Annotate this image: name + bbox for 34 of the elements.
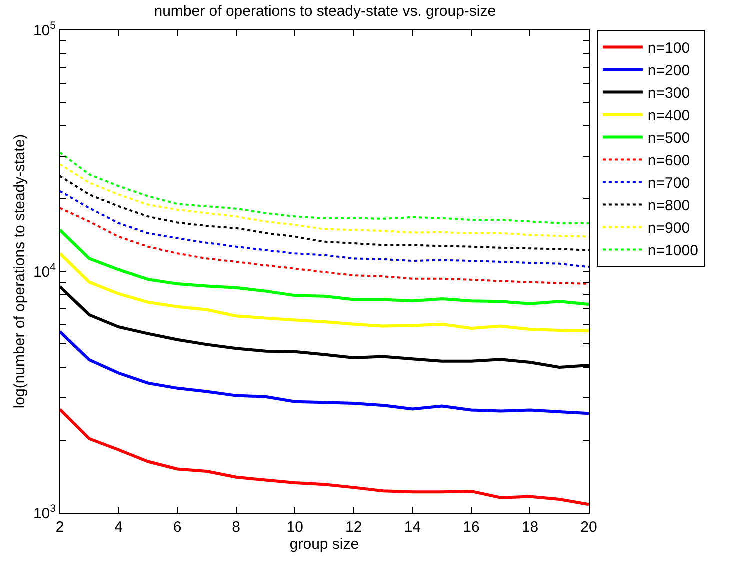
- x-tick-label: 20: [580, 519, 598, 536]
- y-tick-label: 10$^{4}$: [33, 261, 56, 281]
- line-series: [60, 152, 589, 224]
- legend-label: n=200: [648, 62, 690, 80]
- x-tick-label: 16: [463, 519, 480, 536]
- legend-label: n=100: [648, 40, 690, 58]
- legend-label: n=400: [648, 108, 690, 125]
- y-axis-title: log(number of operations to steady-state): [12, 134, 29, 409]
- chart-title: number of operations to steady-state vs. group-size: [154, 3, 496, 20]
- y-tick-label: 10$^{5}$: [33, 20, 56, 40]
- line-series: [60, 330, 589, 416]
- legend-label: n=1000: [648, 242, 698, 260]
- x-tick-label: 6: [173, 519, 182, 536]
- legend-label: n=800: [648, 198, 690, 215]
- legend-label: n=300: [648, 85, 690, 102]
- y-tick-label: 10$^{3}$: [33, 502, 56, 522]
- x-tick-label: 8: [232, 519, 240, 536]
- line-series: [60, 228, 589, 306]
- x-tick-label: 14: [404, 519, 422, 536]
- line-series: [60, 190, 589, 268]
- x-tick-label: 2: [56, 519, 64, 536]
- line-series: [60, 252, 589, 333]
- line-series: [60, 408, 589, 506]
- line-series: [60, 207, 589, 285]
- x-tick-label: 4: [114, 519, 123, 536]
- x-axis-title: group size: [290, 536, 360, 553]
- x-tick-label: 18: [522, 519, 539, 536]
- legend-label: n=500: [648, 130, 690, 148]
- x-tick-label: 10: [286, 519, 304, 536]
- legend-label: n=600: [648, 152, 690, 170]
- x-tick-label: 12: [346, 519, 362, 536]
- line-series: [60, 163, 589, 238]
- legend-label: n=700: [648, 175, 690, 192]
- legend-label: n=900: [648, 220, 690, 238]
